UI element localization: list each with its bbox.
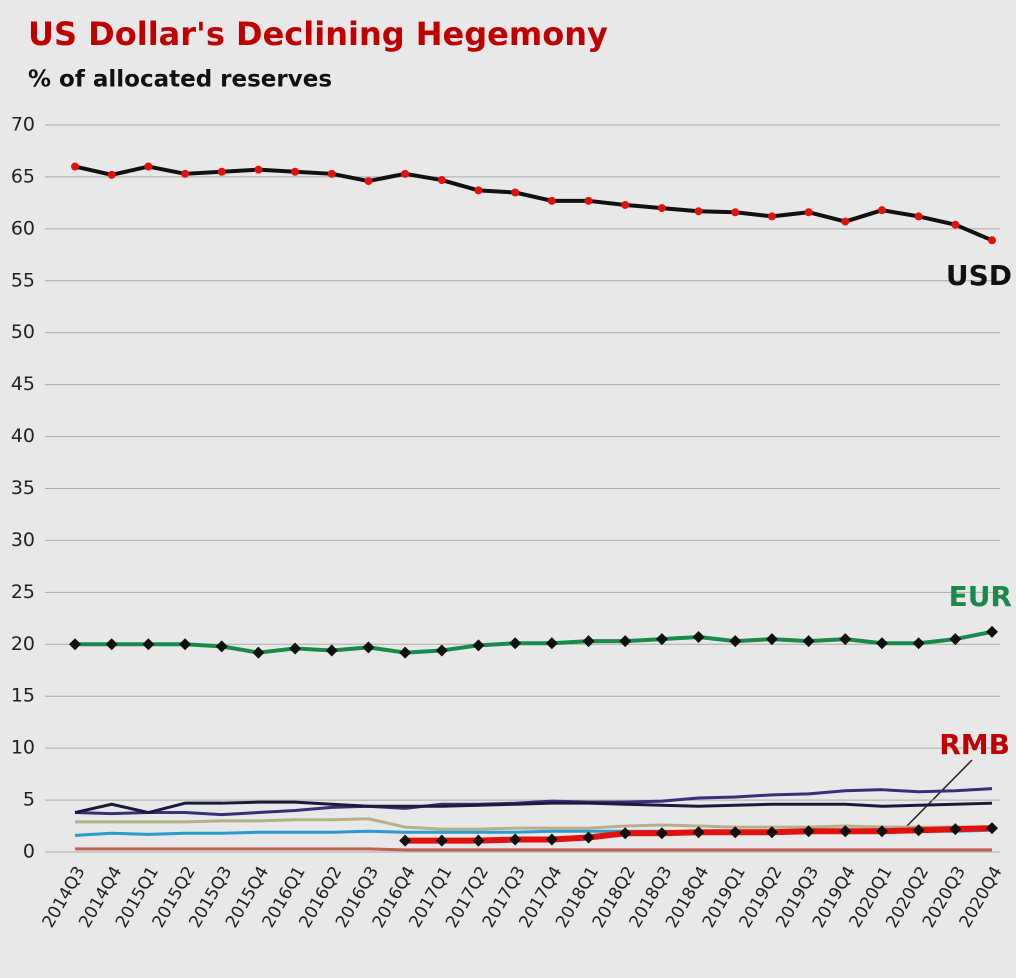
point <box>509 637 522 650</box>
y-tick-label: 25 <box>11 581 35 603</box>
series-label: USD <box>946 259 1012 292</box>
point <box>875 825 888 838</box>
point <box>399 834 412 847</box>
point <box>619 635 632 648</box>
point <box>765 826 778 839</box>
y-tick-label: 50 <box>11 321 35 343</box>
point <box>655 633 668 646</box>
y-tick-label: 35 <box>11 477 35 499</box>
point <box>839 825 852 838</box>
point <box>509 833 522 846</box>
y-tick-label: 5 <box>23 789 35 811</box>
point <box>914 212 923 221</box>
point <box>692 631 705 644</box>
point <box>951 220 960 229</box>
point <box>729 826 742 839</box>
point <box>105 638 118 651</box>
point <box>767 212 776 221</box>
series-line <box>74 800 993 815</box>
point <box>217 167 226 176</box>
point <box>988 236 996 245</box>
y-tick-label: 15 <box>11 685 35 707</box>
point <box>986 822 998 835</box>
point <box>949 823 962 836</box>
point <box>142 638 155 651</box>
point <box>181 169 190 178</box>
point <box>621 200 630 209</box>
point <box>912 637 925 650</box>
point <box>839 633 852 646</box>
point <box>949 633 962 646</box>
leader-line <box>904 759 973 829</box>
point <box>692 826 705 839</box>
point <box>511 188 520 197</box>
point <box>547 196 556 205</box>
y-tick-label: 60 <box>11 217 35 239</box>
point <box>912 824 925 837</box>
y-tick-label: 40 <box>11 425 35 447</box>
series-label: RMB <box>939 728 1010 761</box>
y-tick-label: 20 <box>11 633 35 655</box>
point <box>435 834 448 847</box>
point <box>291 167 300 176</box>
y-tick-label: 55 <box>11 269 35 291</box>
point <box>472 639 485 652</box>
point <box>584 196 593 205</box>
point <box>802 635 815 648</box>
point <box>729 635 742 648</box>
point <box>804 208 813 217</box>
point <box>254 165 263 174</box>
point <box>582 635 595 648</box>
point <box>289 642 302 655</box>
point <box>765 633 778 646</box>
point <box>362 641 375 654</box>
point <box>325 644 338 657</box>
y-tick-label: 65 <box>11 165 35 187</box>
point <box>179 638 192 651</box>
point <box>655 827 668 840</box>
point <box>474 186 483 195</box>
point <box>694 207 703 216</box>
point <box>582 831 595 844</box>
y-tick-label: 30 <box>11 529 35 551</box>
chart-title: US Dollar's Declining Hegemony <box>28 15 608 53</box>
point <box>364 177 373 186</box>
series-line <box>74 164 993 243</box>
point <box>435 644 448 657</box>
point <box>875 637 888 650</box>
point <box>107 170 116 179</box>
point <box>545 637 558 650</box>
y-tick-label: 10 <box>11 737 35 759</box>
point <box>877 206 886 215</box>
point <box>802 825 815 838</box>
point <box>657 204 666 213</box>
point <box>399 646 412 659</box>
point <box>144 162 153 171</box>
point <box>71 162 79 171</box>
series-line <box>75 847 992 852</box>
point <box>731 208 740 217</box>
y-tick-label: 45 <box>11 373 35 395</box>
chart-subtitle: % of allocated reserves <box>28 67 332 93</box>
point <box>545 833 558 846</box>
point <box>215 640 228 653</box>
point <box>69 638 81 651</box>
point <box>327 169 336 178</box>
series-line <box>74 787 993 817</box>
point <box>841 217 850 226</box>
point <box>472 834 485 847</box>
point <box>401 169 410 178</box>
series-line <box>75 817 992 831</box>
series-line <box>75 629 993 655</box>
point <box>437 176 446 185</box>
y-tick-label: 70 <box>11 114 35 136</box>
point <box>619 827 632 840</box>
point <box>986 625 998 638</box>
series-label: EUR <box>949 580 1012 613</box>
point <box>252 646 265 659</box>
y-tick-label: 0 <box>23 841 35 863</box>
